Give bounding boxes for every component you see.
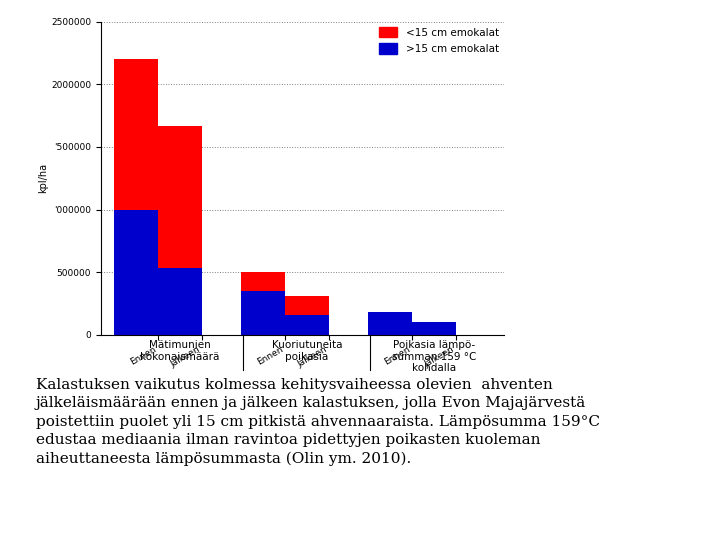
Y-axis label: kpl/ha: kpl/ha bbox=[38, 163, 48, 193]
Bar bbox=[158, 268, 202, 335]
Bar bbox=[368, 312, 412, 335]
Bar bbox=[412, 322, 456, 335]
Bar bbox=[285, 296, 329, 315]
Text: Poikasia lämpö-
summan 159 °C
kohdalla: Poikasia lämpö- summan 159 °C kohdalla bbox=[392, 340, 476, 373]
Bar bbox=[114, 210, 158, 335]
Bar bbox=[241, 272, 285, 291]
Text: Kuoriutuneita
poikasia: Kuoriutuneita poikasia bbox=[271, 340, 342, 362]
Bar bbox=[158, 126, 202, 268]
Text: Mätimunien
kokonaismäärä: Mätimunien kokonaismäärä bbox=[140, 340, 220, 362]
Legend: <15 cm emokalat, >15 cm emokalat: <15 cm emokalat, >15 cm emokalat bbox=[379, 27, 499, 53]
Bar bbox=[241, 291, 285, 335]
Bar bbox=[285, 315, 329, 335]
Text: Kalastuksen vaikutus kolmessa kehitysvaiheessa olevien  ahventen
jälkeläismäärää: Kalastuksen vaikutus kolmessa kehitysvai… bbox=[36, 378, 600, 466]
Bar bbox=[114, 59, 158, 210]
